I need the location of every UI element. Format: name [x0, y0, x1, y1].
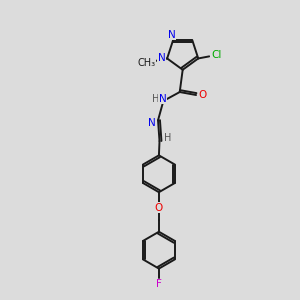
Text: H: H [152, 94, 159, 103]
Text: O: O [155, 203, 163, 213]
Text: N: N [168, 30, 176, 40]
Text: O: O [199, 90, 207, 100]
Text: Cl: Cl [211, 50, 221, 61]
Text: H: H [164, 133, 172, 143]
Text: N: N [159, 94, 167, 103]
Text: N: N [148, 118, 155, 128]
Text: F: F [156, 279, 162, 289]
Text: CH₃: CH₃ [137, 58, 155, 68]
Text: N: N [158, 53, 166, 64]
